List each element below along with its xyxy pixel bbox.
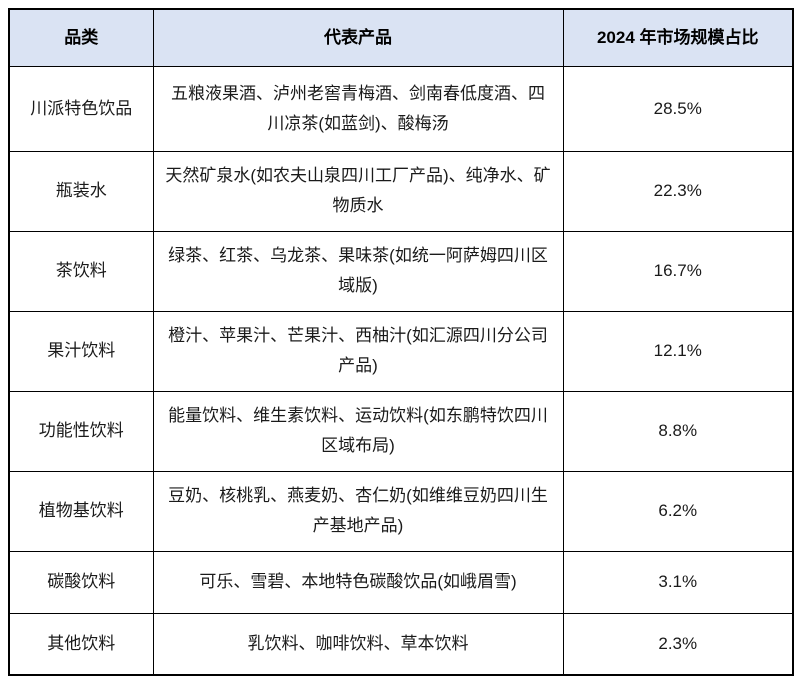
header-cell-share: 2024 年市场规模占比	[562, 8, 794, 67]
table-row: 瓶装水 天然矿泉水(如农夫山泉四川工厂产品)、纯净水、矿物质水 22.3%	[8, 150, 794, 232]
products-cell: 可乐、雪碧、本地特色碳酸饮品(如峨眉雪)	[152, 550, 564, 614]
category-cell: 功能性饮料	[8, 390, 154, 472]
share-cell: 22.3%	[562, 150, 794, 232]
header-cell-products: 代表产品	[152, 8, 564, 67]
share-cell: 16.7%	[562, 230, 794, 312]
products-cell: 乳饮料、咖啡饮料、草本饮料	[152, 612, 564, 676]
market-share-table: 品类 代表产品 2024 年市场规模占比 川派特色饮品 五粮液果酒、泸州老窖青梅…	[8, 8, 794, 676]
category-cell: 植物基饮料	[8, 470, 154, 552]
header-row: 品类 代表产品 2024 年市场规模占比	[8, 8, 794, 67]
products-cell: 天然矿泉水(如农夫山泉四川工厂产品)、纯净水、矿物质水	[152, 150, 564, 232]
share-cell: 2.3%	[562, 612, 794, 676]
table-row: 川派特色饮品 五粮液果酒、泸州老窖青梅酒、剑南春低度酒、四川凉茶(如蓝剑)、酸梅…	[8, 65, 794, 152]
share-cell: 3.1%	[562, 550, 794, 614]
share-cell: 12.1%	[562, 310, 794, 392]
table-row: 功能性饮料 能量饮料、维生素饮料、运动饮料(如东鹏特饮四川区域布局) 8.8%	[8, 390, 794, 472]
category-cell: 茶饮料	[8, 230, 154, 312]
table-row: 植物基饮料 豆奶、核桃乳、燕麦奶、杏仁奶(如维维豆奶四川生产基地产品) 6.2%	[8, 470, 794, 552]
header-cell-category: 品类	[8, 8, 154, 67]
table-row: 果汁饮料 橙汁、苹果汁、芒果汁、西柚汁(如汇源四川分公司产品) 12.1%	[8, 310, 794, 392]
category-cell: 碳酸饮料	[8, 550, 154, 614]
products-cell: 能量饮料、维生素饮料、运动饮料(如东鹏特饮四川区域布局)	[152, 390, 564, 472]
category-cell: 瓶装水	[8, 150, 154, 232]
share-cell: 8.8%	[562, 390, 794, 472]
products-cell: 橙汁、苹果汁、芒果汁、西柚汁(如汇源四川分公司产品)	[152, 310, 564, 392]
products-cell: 绿茶、红茶、乌龙茶、果味茶(如统一阿萨姆四川区域版)	[152, 230, 564, 312]
share-cell: 6.2%	[562, 470, 794, 552]
products-cell: 五粮液果酒、泸州老窖青梅酒、剑南春低度酒、四川凉茶(如蓝剑)、酸梅汤	[152, 65, 564, 152]
table-body: 川派特色饮品 五粮液果酒、泸州老窖青梅酒、剑南春低度酒、四川凉茶(如蓝剑)、酸梅…	[8, 65, 794, 676]
share-cell: 28.5%	[562, 65, 794, 152]
category-cell: 果汁饮料	[8, 310, 154, 392]
table-row: 其他饮料 乳饮料、咖啡饮料、草本饮料 2.3%	[8, 612, 794, 676]
products-cell: 豆奶、核桃乳、燕麦奶、杏仁奶(如维维豆奶四川生产基地产品)	[152, 470, 564, 552]
table-row: 茶饮料 绿茶、红茶、乌龙茶、果味茶(如统一阿萨姆四川区域版) 16.7%	[8, 230, 794, 312]
category-cell: 川派特色饮品	[8, 65, 154, 152]
category-cell: 其他饮料	[8, 612, 154, 676]
table-row: 碳酸饮料 可乐、雪碧、本地特色碳酸饮品(如峨眉雪) 3.1%	[8, 550, 794, 614]
